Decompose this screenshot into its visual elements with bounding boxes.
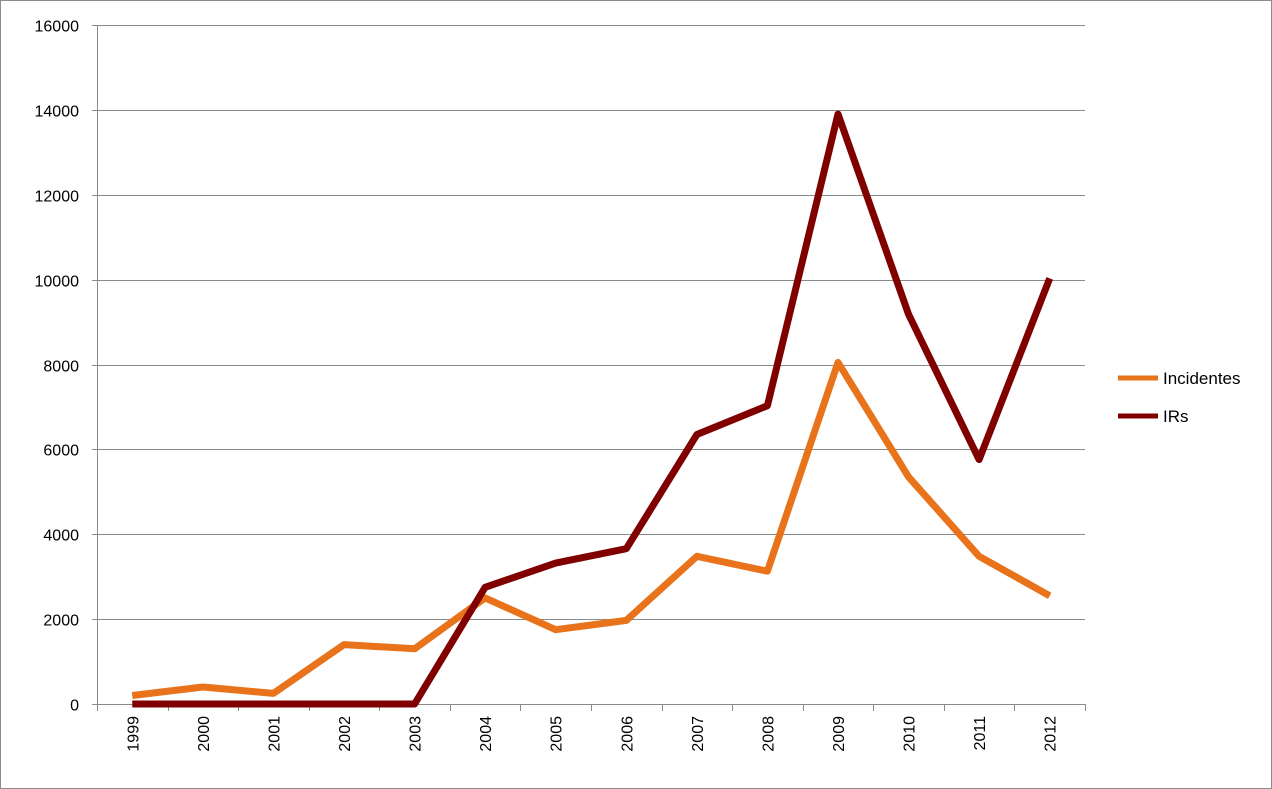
legend-label-incidentes: Incidentes: [1163, 369, 1241, 388]
y-tick-label: 6000: [43, 443, 79, 460]
x-tick-label: 2001: [266, 716, 283, 752]
x-tick-label: 2002: [337, 716, 354, 752]
y-tick-label: 4000: [43, 528, 79, 545]
x-tick-label: 1999: [125, 716, 142, 752]
legend-label-irs: IRs: [1163, 407, 1189, 426]
x-tick-label: 2008: [760, 716, 777, 752]
axis-layer: 0 2000 4000 6000 8000 10000 12000 14000 16000 199…: [35, 19, 1086, 752]
x-tick-label: 2011: [972, 716, 989, 751]
y-tick-label: 2000: [43, 613, 79, 630]
x-tick-label: 2003: [408, 716, 425, 752]
y-tick-label: 16000: [35, 19, 80, 36]
series-line-incidentes: [131, 358, 1052, 699]
x-tick-label: 2005: [549, 716, 566, 752]
series-layer: [131, 110, 1053, 708]
x-tick-label: 2006: [619, 716, 636, 752]
y-tick-label: 10000: [35, 274, 80, 291]
legend: Incidentes IRs: [1118, 369, 1241, 426]
y-tick-label: 0: [70, 698, 79, 715]
x-tick-label: 2009: [831, 716, 848, 752]
y-tick-label: 8000: [43, 359, 79, 376]
x-tick-label: 2010: [902, 716, 919, 752]
y-tick-label: 14000: [35, 104, 80, 121]
series-line-irs: [132, 110, 1053, 708]
x-tick-label: 2000: [196, 716, 213, 752]
x-tick-label: 2012: [1043, 716, 1060, 752]
x-tick-label: 2007: [690, 716, 707, 752]
grid-layer: [97, 25, 1085, 705]
x-tick-label: 2004: [478, 716, 495, 752]
y-tick-label: 12000: [35, 189, 80, 206]
